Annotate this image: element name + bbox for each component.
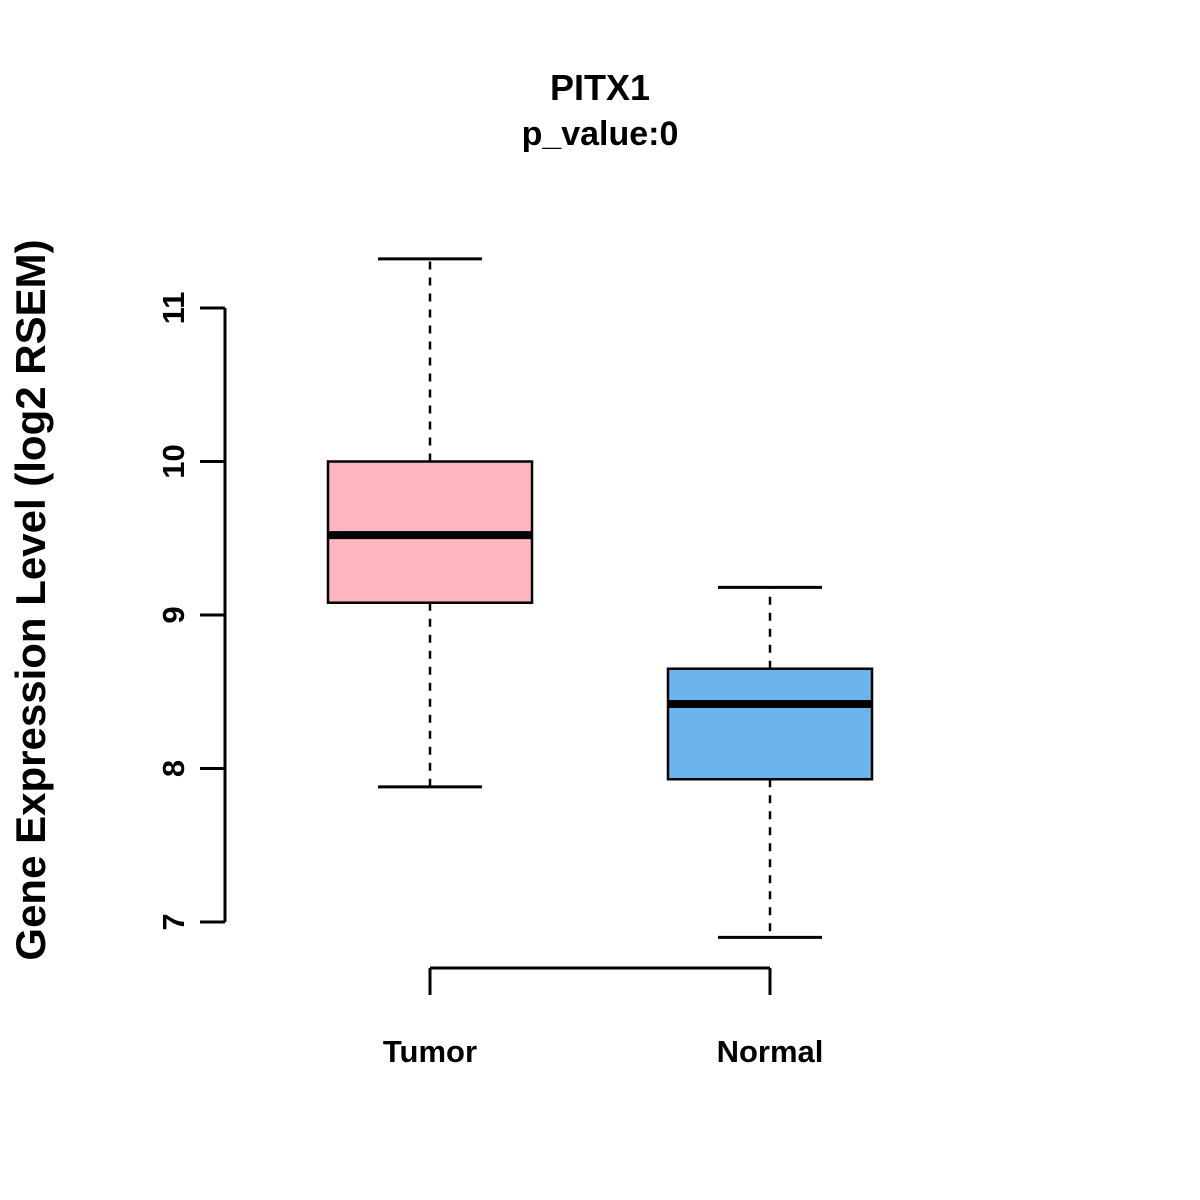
chart-subtitle: p_value:0: [522, 115, 679, 153]
normal-box: [666, 667, 874, 781]
y-tick-label: 11: [156, 292, 191, 325]
y-tick-label: 7: [156, 913, 191, 930]
x-category-label-tumor: Tumor: [383, 1034, 477, 1069]
x-category-label-normal: Normal: [717, 1034, 824, 1069]
plot-area: 7 8 9 10 11 Tumor Normal: [156, 257, 874, 1069]
y-tick-label: 8: [156, 760, 191, 777]
chart-title: PITX1: [550, 67, 650, 108]
y-axis-label: Gene Expression Level (log2 RSEM): [7, 239, 54, 960]
y-tick-label: 9: [156, 606, 191, 623]
y-tick-label: 10: [156, 444, 191, 478]
